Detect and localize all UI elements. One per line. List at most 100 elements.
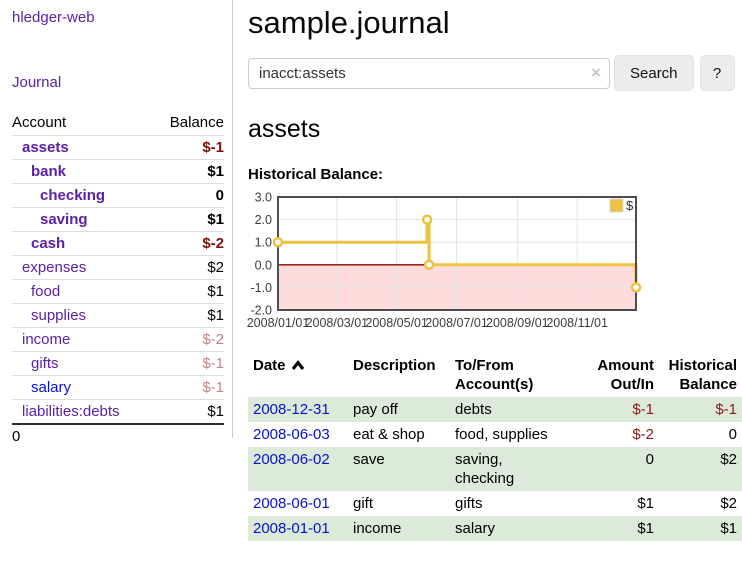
transaction-balance-value: $1 bbox=[720, 520, 737, 537]
transaction-date-link[interactable]: 2008-01-01 bbox=[253, 520, 330, 537]
account-row: bank $1 bbox=[12, 159, 224, 183]
sidebar-account-link-expenses[interactable]: expenses bbox=[22, 259, 87, 276]
account-balance: $-2 bbox=[202, 331, 224, 348]
account-row: assets $-1 bbox=[12, 135, 224, 159]
chart-data-point bbox=[630, 282, 642, 293]
transaction-balance-value: 0 bbox=[728, 426, 737, 443]
register-table: Date Description To/From Account(s) Amou… bbox=[248, 353, 742, 541]
search-button[interactable]: Search bbox=[614, 55, 694, 91]
account-row: supplies $1 bbox=[12, 303, 224, 327]
account-balance: $-2 bbox=[202, 235, 224, 252]
transaction-description: income bbox=[348, 516, 450, 541]
transaction-accounts: salary bbox=[450, 516, 580, 541]
y-axis-label: 0.0 bbox=[255, 258, 272, 272]
transaction-amount-value: $-2 bbox=[632, 426, 654, 443]
y-axis-label: -2.0 bbox=[250, 304, 272, 318]
account-row: gifts $-1 bbox=[12, 351, 224, 375]
register-col-date-label: Date bbox=[253, 357, 286, 374]
sidebar-account-link-cash[interactable]: cash bbox=[31, 235, 66, 252]
transaction-description: gift bbox=[348, 491, 450, 516]
sort-ascending-icon bbox=[291, 360, 304, 370]
sidebar-account-link-checking[interactable]: checking bbox=[40, 187, 106, 204]
chart-data-point bbox=[421, 214, 433, 225]
sidebar-account-link-gifts[interactable]: gifts bbox=[31, 355, 59, 372]
register-header-row: Date Description To/From Account(s) Amou… bbox=[248, 353, 742, 397]
sidebar-account-link-assets[interactable]: assets bbox=[22, 139, 69, 156]
app-title-link[interactable]: hledger-web bbox=[12, 9, 95, 26]
transaction-amount: 0 bbox=[580, 447, 662, 491]
sidebar-item-journal[interactable]: Journal bbox=[12, 74, 62, 91]
register-row: 2008-06-01 gift gifts $1 $2 bbox=[248, 491, 742, 516]
transaction-amount: $-1 bbox=[580, 397, 662, 422]
transaction-accounts-value: food, supplies bbox=[455, 426, 548, 443]
y-axis-label: 1.0 bbox=[255, 236, 272, 250]
transaction-description-value: income bbox=[353, 520, 402, 537]
account-row: salary $-1 bbox=[12, 375, 224, 399]
account-row: checking 0 bbox=[12, 183, 224, 207]
transaction-balance-value: $2 bbox=[720, 495, 737, 512]
transaction-balance-value: $-1 bbox=[715, 401, 737, 418]
sidebar-account-link-food[interactable]: food bbox=[31, 283, 61, 300]
sidebar-account-link-bank[interactable]: bank bbox=[31, 163, 67, 180]
clear-search-icon[interactable]: × bbox=[591, 62, 601, 82]
account-balance: $1 bbox=[207, 403, 224, 420]
sidebar-account-link-liabilities-debts[interactable]: liabilities:debts bbox=[22, 403, 120, 420]
search-input[interactable] bbox=[248, 57, 610, 89]
accounts-table-body: assets $-1 bank $1 checking 0 saving $1 cash $-2 e… bbox=[12, 135, 224, 423]
register-col-date[interactable]: Date bbox=[248, 353, 348, 397]
transaction-balance: $1 bbox=[662, 516, 742, 541]
transaction-amount-value: 0 bbox=[645, 451, 654, 468]
transaction-amount: $1 bbox=[580, 491, 662, 516]
sidebar-account-link-saving[interactable]: saving bbox=[40, 211, 88, 228]
x-axis-label: 2008/11/01 bbox=[546, 316, 608, 330]
accounts-total-value: 0 bbox=[12, 428, 21, 445]
accounts-total-row: 0 bbox=[12, 423, 224, 448]
transaction-date-link[interactable]: 2008-06-01 bbox=[253, 495, 330, 512]
chart-data-point bbox=[423, 259, 435, 271]
transaction-amount-value: $1 bbox=[637, 495, 654, 512]
transaction-description-value: eat & shop bbox=[353, 426, 425, 443]
x-axis-label: 2008/03/01 bbox=[306, 316, 369, 330]
account-row: saving $1 bbox=[12, 207, 224, 231]
register-row: 2008-01-01 income salary $1 $1 bbox=[248, 516, 742, 541]
x-axis-label: 2008/07/01 bbox=[425, 316, 488, 330]
register-col-description: Description bbox=[353, 357, 436, 374]
account-row: cash $-2 bbox=[12, 231, 224, 255]
search-box: × bbox=[248, 57, 610, 89]
transaction-description-value: save bbox=[353, 451, 385, 468]
transaction-balance: $2 bbox=[662, 491, 742, 516]
sidebar-account-link-income[interactable]: income bbox=[22, 331, 71, 348]
sidebar-account-link-supplies[interactable]: supplies bbox=[31, 307, 87, 324]
transaction-date-link[interactable]: 2008-12-31 bbox=[253, 401, 330, 418]
transaction-description: save bbox=[348, 447, 450, 491]
chart-data-point bbox=[272, 236, 284, 248]
y-axis-label: 3.0 bbox=[255, 191, 272, 205]
transaction-accounts-value: gifts bbox=[455, 495, 483, 512]
account-balance: $-1 bbox=[202, 379, 224, 396]
transaction-amount-value: $-1 bbox=[632, 401, 654, 418]
sidebar-account-link-salary[interactable]: salary bbox=[31, 379, 72, 396]
transaction-description: eat & shop bbox=[348, 422, 450, 447]
page-title: sample.journal bbox=[248, 5, 450, 40]
main-content: sample.journal × Search ? assets Histori… bbox=[233, 0, 742, 541]
register-row: 2008-06-03 eat & shop food, supplies $-2 0 bbox=[248, 422, 742, 447]
accounts-table: Account Balance assets $-1 bank $1 checking 0… bbox=[12, 111, 224, 448]
transaction-date-link[interactable]: 2008-06-03 bbox=[253, 426, 330, 443]
transaction-accounts-value: saving, checking bbox=[455, 451, 515, 487]
accounts-col-account: Account bbox=[12, 114, 67, 131]
sidebar: hledger-web Journal Account Balance asse… bbox=[0, 0, 233, 445]
transaction-date-link[interactable]: 2008-06-02 bbox=[253, 451, 330, 468]
transaction-accounts-value: debts bbox=[455, 401, 492, 418]
transaction-accounts: saving, checking bbox=[450, 447, 580, 491]
accounts-table-header: Account Balance bbox=[12, 111, 224, 135]
x-axis-label: 2008/09/01 bbox=[486, 316, 549, 330]
y-axis-label: 2.0 bbox=[255, 213, 272, 227]
x-axis-label: 2008/01/01 bbox=[247, 316, 310, 330]
transaction-accounts: gifts bbox=[450, 491, 580, 516]
account-balance: $-1 bbox=[202, 139, 224, 156]
transaction-balance: 0 bbox=[662, 422, 742, 447]
chart-title: Historical Balance: bbox=[248, 166, 384, 183]
help-button[interactable]: ? bbox=[699, 55, 735, 91]
register-row: 2008-12-31 pay off debts $-1 $-1 bbox=[248, 397, 742, 422]
register-col-amount: Amount Out/In bbox=[597, 357, 654, 393]
